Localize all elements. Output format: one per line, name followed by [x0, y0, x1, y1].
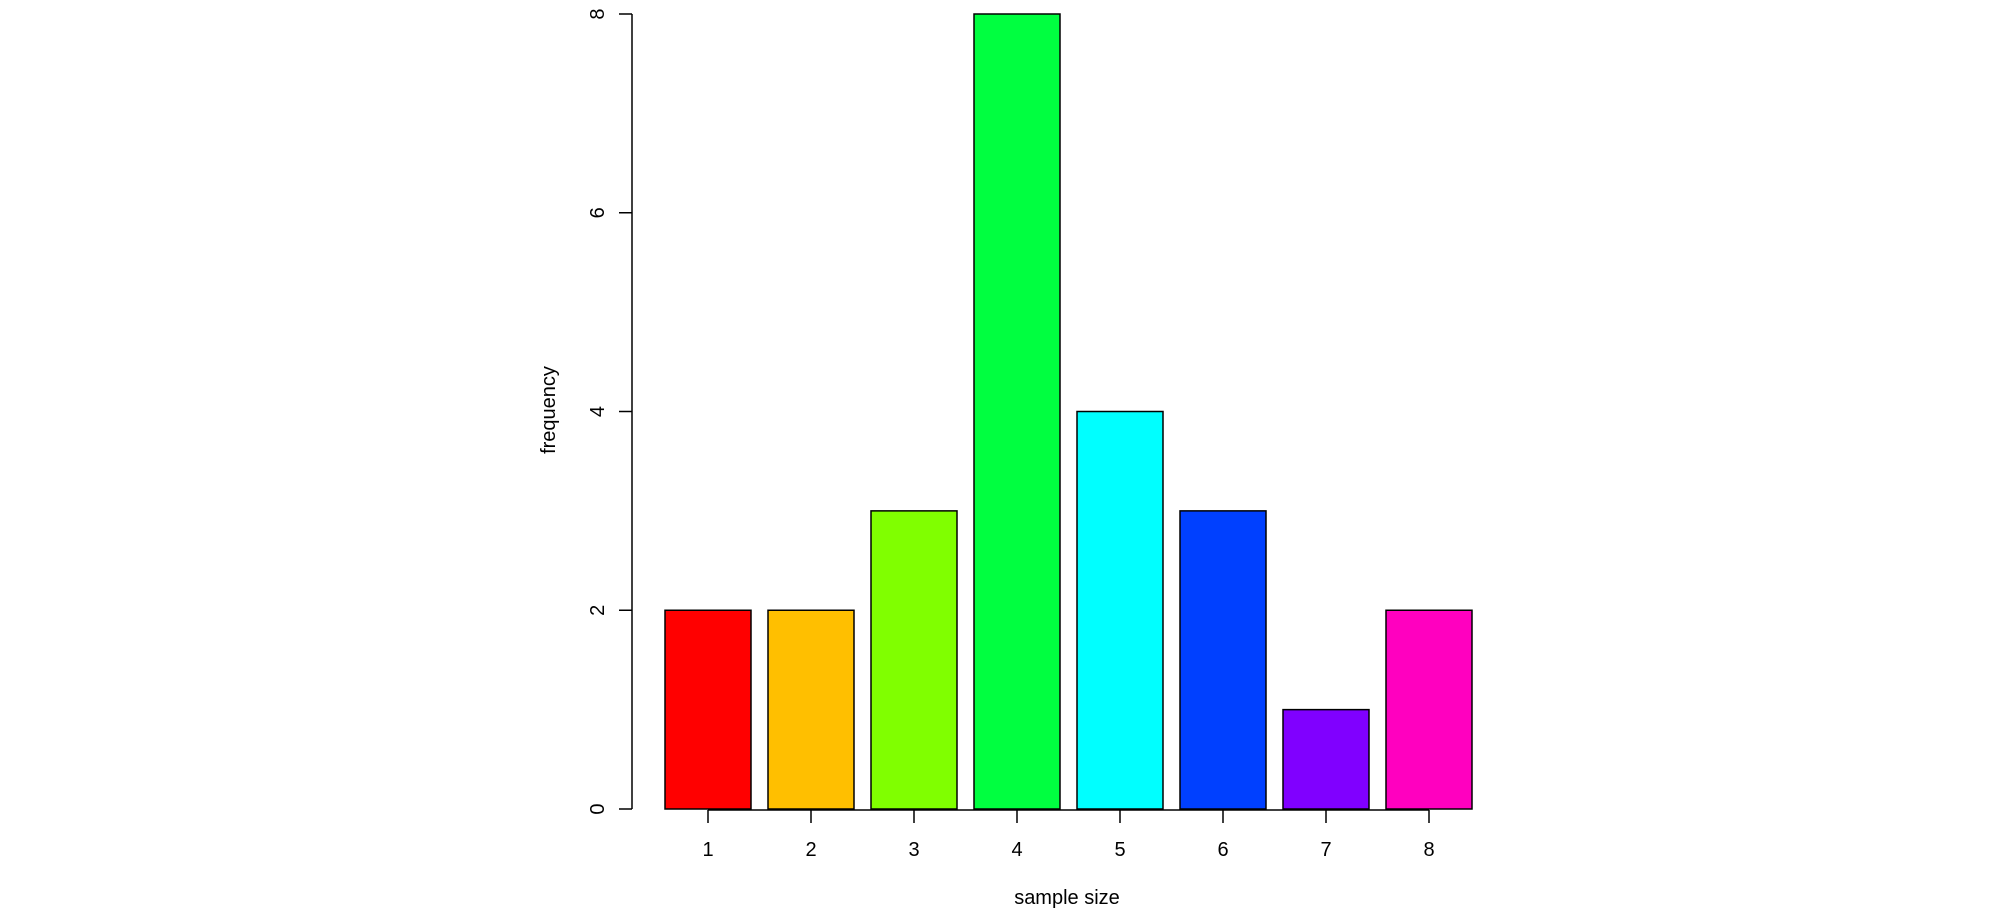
- x-tick-label: 8: [1423, 839, 1434, 861]
- bar-4: [973, 13, 1061, 810]
- y-tick-label: 6: [587, 207, 609, 218]
- y-axis: 0 2 4 6 8: [587, 8, 633, 815]
- bar-2: [767, 609, 855, 810]
- x-tick-label: 2: [805, 839, 816, 861]
- bars: [664, 13, 1473, 810]
- y-axis-title: frequency: [538, 366, 560, 454]
- x-tick-label: 7: [1320, 839, 1331, 861]
- bar-1: [664, 609, 752, 810]
- bar-6: [1179, 510, 1267, 810]
- x-tick-label: 3: [908, 839, 919, 861]
- x-axis: 1 2 3 4 5 6 7 8: [702, 809, 1435, 861]
- x-axis-title: sample size: [1014, 887, 1120, 909]
- x-tick-label: 5: [1114, 839, 1125, 861]
- x-tick-label: 4: [1011, 839, 1022, 861]
- x-tick-label: 1: [702, 839, 713, 861]
- y-tick-label: 2: [587, 605, 609, 616]
- bar-5: [1076, 410, 1164, 810]
- y-tick-label: 4: [587, 406, 609, 417]
- bar-3: [870, 510, 958, 810]
- bar-8: [1385, 609, 1473, 810]
- bar-7: [1282, 708, 1370, 810]
- x-tick-label: 6: [1217, 839, 1228, 861]
- y-tick-label: 0: [587, 803, 609, 814]
- y-tick-label: 8: [587, 8, 609, 19]
